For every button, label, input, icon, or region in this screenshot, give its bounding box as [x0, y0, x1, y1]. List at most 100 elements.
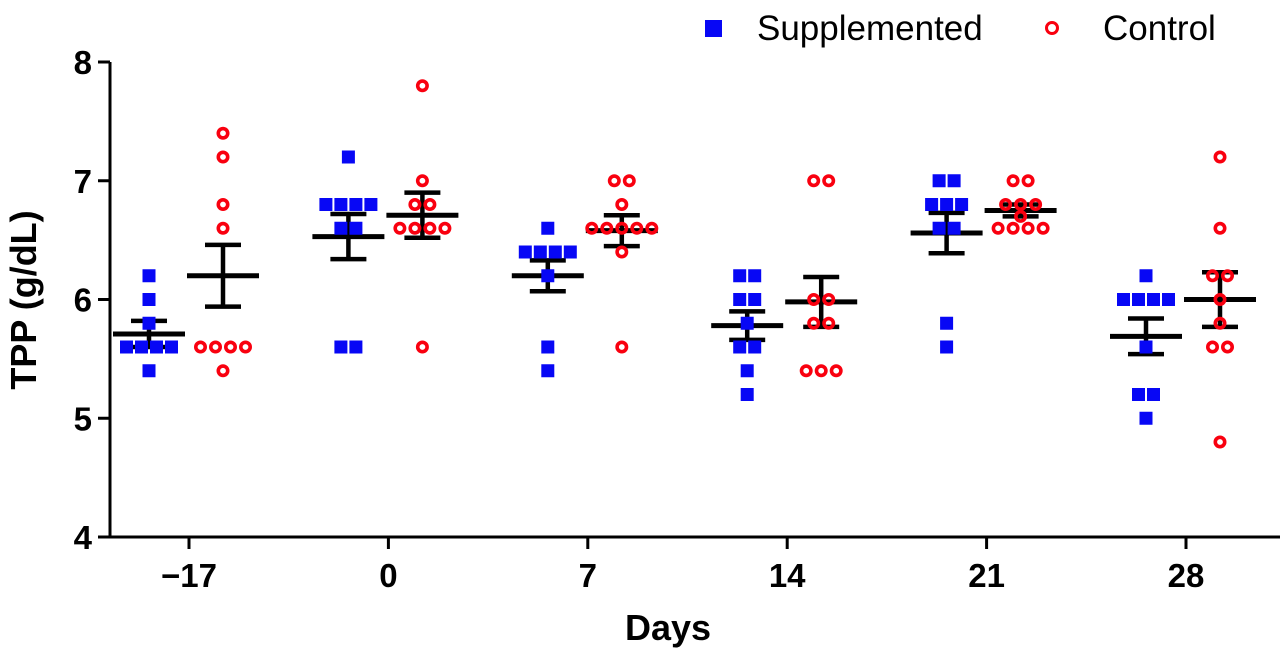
data-point-control: [585, 221, 599, 235]
data-point-supplemented: [341, 150, 355, 164]
x-tick-label: −17: [161, 557, 217, 594]
data-point-supplemented: [349, 221, 363, 235]
data-point-supplemented: [733, 340, 747, 354]
data-point-control: [1029, 198, 1043, 212]
data-point-control: [408, 198, 422, 212]
data-point-supplemented: [334, 340, 348, 354]
y-tick-label: 5: [74, 400, 92, 437]
data-point-control: [415, 340, 429, 354]
x-tick-label: 0: [379, 557, 397, 594]
data-point-supplemented: [541, 221, 555, 235]
data-point-supplemented: [349, 340, 363, 354]
error-bars-group: [113, 190, 1256, 357]
data-point-supplemented: [940, 340, 954, 354]
data-point-supplemented: [1132, 388, 1145, 401]
data-point-control: [1014, 209, 1028, 223]
data-point-supplemented: [142, 316, 156, 330]
data-point-control: [615, 340, 629, 354]
data-point-supplemented: [1139, 340, 1153, 354]
legend: Supplemented Control: [0, 0, 1280, 55]
data-point-supplemented: [142, 269, 156, 283]
data-point-supplemented: [1139, 269, 1153, 283]
tick-labels-group: 4 5 6 7 8 −17 0 7 14 21 28: [74, 44, 1205, 594]
data-point-supplemented: [947, 221, 961, 235]
data-point-control: [807, 292, 821, 306]
data-point-control: [216, 126, 230, 140]
data-point-supplemented: [150, 340, 163, 354]
data-point-supplemented: [541, 269, 555, 283]
data-point-supplemented: [1147, 388, 1160, 401]
data-point-control: [1221, 340, 1235, 354]
axes-group: [98, 60, 1280, 549]
data-point-control: [622, 174, 636, 188]
data-point-supplemented: [940, 316, 954, 330]
data-point-supplemented: [142, 293, 156, 306]
data-point-control: [1006, 174, 1020, 188]
data-point-supplemented: [932, 221, 946, 235]
data-point-supplemented: [1117, 293, 1130, 306]
data-point-control: [216, 198, 230, 212]
data-point-supplemented: [364, 198, 378, 211]
data-point-control: [1206, 340, 1220, 354]
data-point-control: [645, 221, 659, 235]
control-marker-icon: [1045, 21, 1059, 35]
x-tick-label: 7: [579, 557, 597, 594]
data-point-control: [999, 198, 1013, 212]
data-point-control: [216, 150, 230, 164]
data-point-control: [1206, 269, 1220, 283]
data-point-supplemented: [541, 340, 555, 354]
data-point-supplemented: [533, 245, 547, 259]
data-point-control: [216, 221, 230, 235]
y-axis-title: TPP (g/dL): [3, 210, 44, 389]
data-point-supplemented: [748, 269, 762, 283]
data-point-supplemented: [733, 269, 747, 283]
data-point-control: [415, 79, 429, 93]
data-point-control: [822, 292, 836, 306]
data-point-control: [1006, 221, 1020, 235]
x-tick-label: 28: [1168, 557, 1205, 594]
data-point-supplemented: [1132, 293, 1145, 306]
y-tick-label: 7: [74, 163, 92, 200]
data-point-supplemented: [165, 340, 178, 354]
y-tick-label: 6: [74, 282, 92, 319]
data-point-control: [1221, 269, 1235, 283]
data-point-supplemented: [733, 293, 747, 306]
data-point-control: [615, 198, 629, 212]
data-point-supplemented: [1139, 411, 1153, 425]
x-axis-title: Days: [625, 607, 711, 648]
data-point-supplemented: [748, 293, 762, 306]
data-point-control: [438, 221, 452, 235]
data-point-control: [1213, 435, 1227, 449]
data-point-control: [600, 221, 614, 235]
data-point-supplemented: [541, 364, 555, 378]
data-point-control: [393, 221, 407, 235]
data-point-control: [224, 340, 238, 354]
data-point-control: [607, 174, 621, 188]
x-tick-label: 21: [968, 557, 1005, 594]
data-point-supplemented: [1147, 293, 1160, 306]
data-point-control: [1036, 221, 1050, 235]
data-point-supplemented: [334, 221, 348, 235]
data-point-control: [822, 316, 836, 330]
data-point-control: [807, 174, 821, 188]
data-point-control: [423, 198, 437, 212]
data-points-group: [120, 79, 1235, 449]
data-point-control: [829, 364, 843, 378]
y-tick-label: 4: [74, 519, 93, 556]
data-point-supplemented: [563, 245, 577, 259]
data-point-supplemented: [334, 198, 348, 211]
legend-label-control: Control: [1103, 9, 1216, 48]
data-point-supplemented: [740, 364, 754, 378]
supplemented-marker-icon: [705, 20, 722, 37]
data-point-control: [209, 340, 223, 354]
data-point-supplemented: [349, 198, 363, 211]
data-point-control: [807, 316, 821, 330]
data-point-control: [1213, 316, 1227, 330]
data-point-control: [1213, 150, 1227, 164]
data-point-control: [1213, 292, 1227, 306]
data-point-control: [1021, 174, 1035, 188]
data-point-control: [408, 221, 422, 235]
data-point-supplemented: [955, 198, 969, 211]
